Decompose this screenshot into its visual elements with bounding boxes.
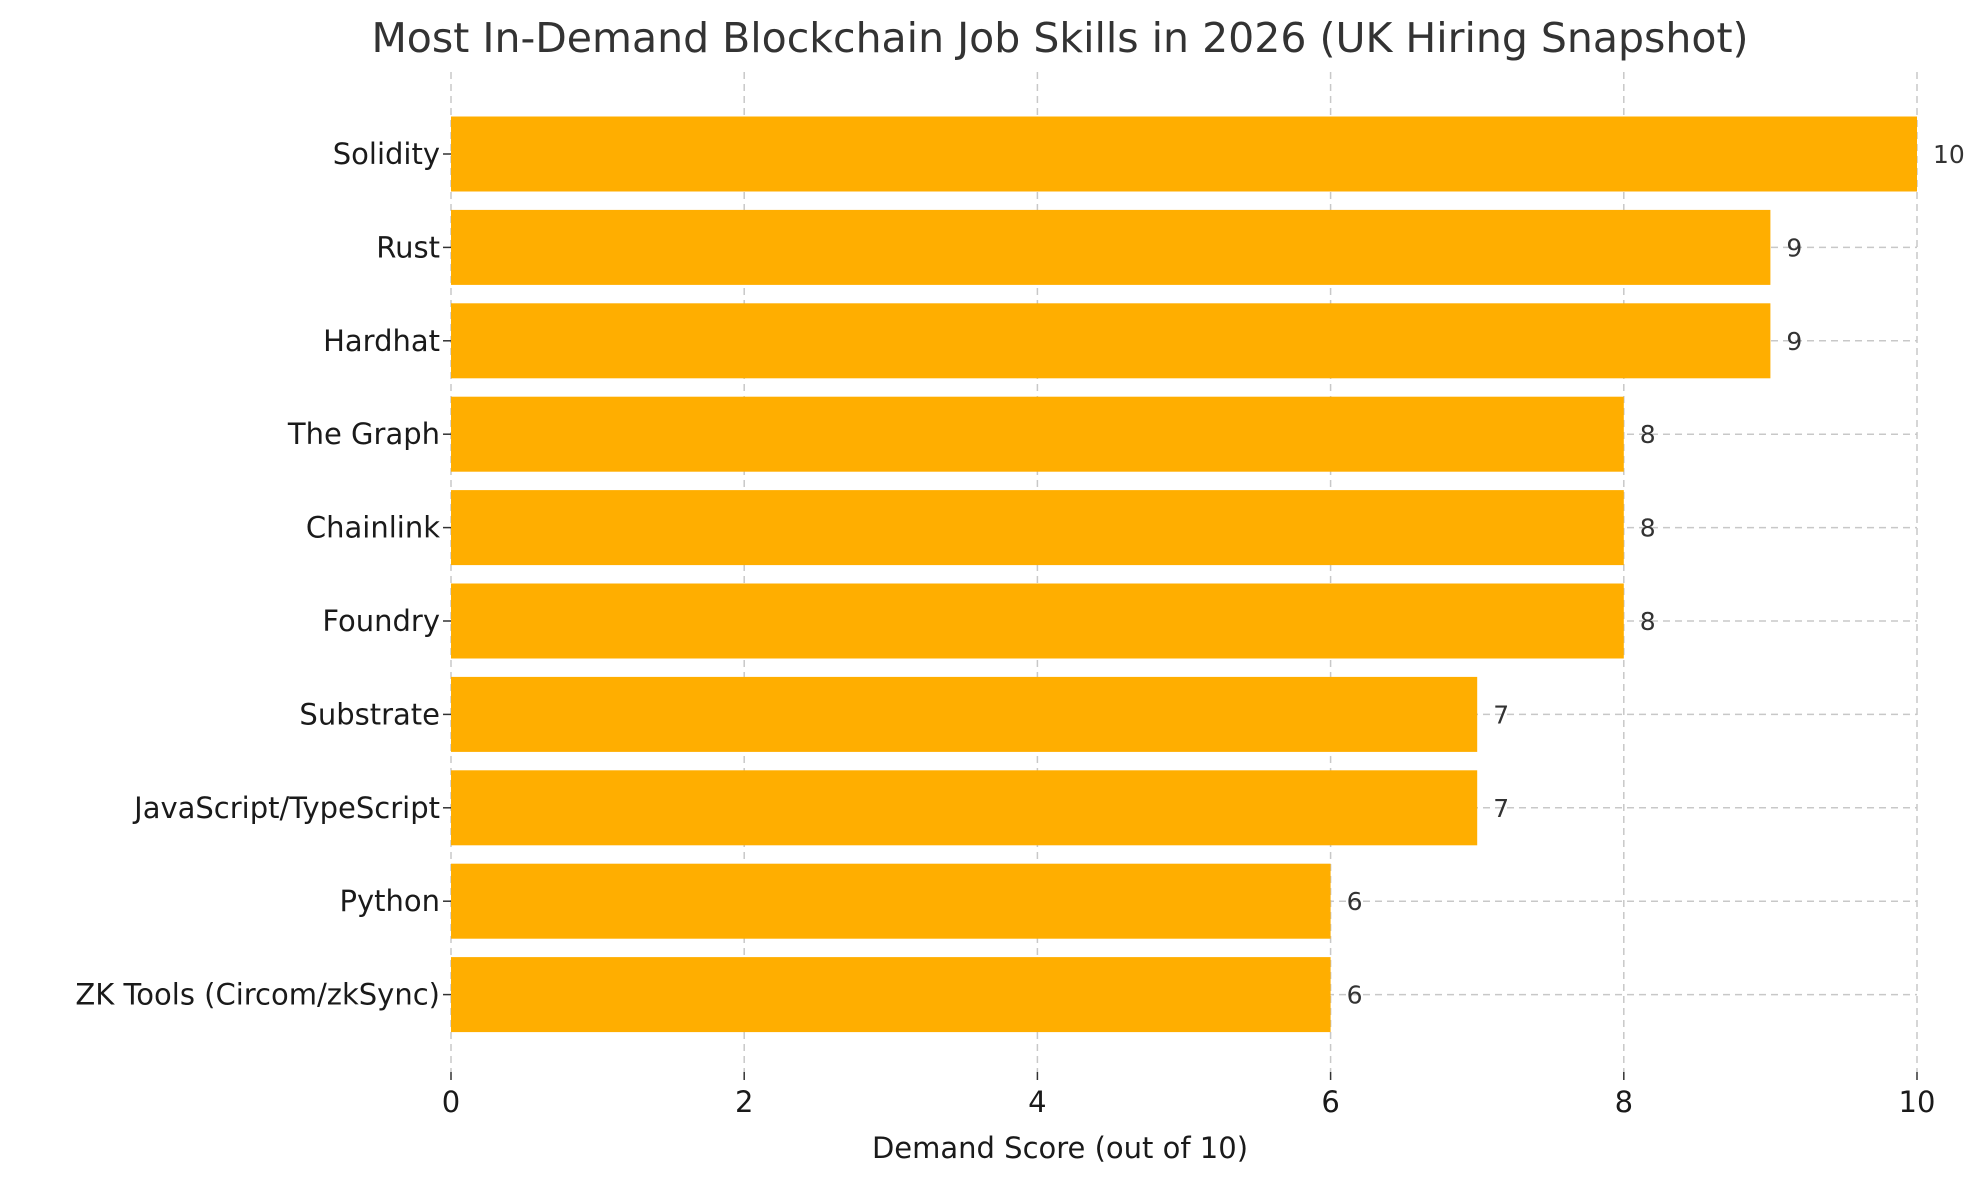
category-label: Foundry bbox=[322, 604, 440, 638]
bar bbox=[451, 676, 1478, 752]
data-label: 8 bbox=[1640, 607, 1656, 636]
x-tick-label: 6 bbox=[1321, 1085, 1339, 1119]
category-label: JavaScript/TypeScript bbox=[132, 791, 440, 825]
x-tick-label: 10 bbox=[1899, 1085, 1936, 1119]
data-label: 7 bbox=[1493, 700, 1509, 729]
category-label: Substrate bbox=[299, 697, 440, 731]
x-tick-label: 4 bbox=[1028, 1085, 1046, 1119]
data-label: 8 bbox=[1640, 514, 1656, 543]
data-label: 6 bbox=[1347, 981, 1363, 1010]
data-label: 7 bbox=[1493, 794, 1509, 823]
category-label: Python bbox=[339, 884, 440, 918]
x-axis-label: Demand Score (out of 10) bbox=[872, 1131, 1248, 1165]
x-axis: 0 2 4 6 8 10 bbox=[442, 1072, 1936, 1119]
bars bbox=[451, 116, 1917, 1033]
x-tick-label: 0 bbox=[442, 1085, 460, 1119]
bar bbox=[451, 116, 1917, 192]
data-label: 9 bbox=[1786, 233, 1802, 262]
category-label: Rust bbox=[376, 230, 440, 264]
data-label: 9 bbox=[1786, 327, 1802, 356]
category-label: The Graph bbox=[287, 417, 440, 451]
x-tick-label: 8 bbox=[1615, 1085, 1633, 1119]
category-label: ZK Tools (Circom/zkSync) bbox=[75, 978, 440, 1012]
x-tick-label: 2 bbox=[735, 1085, 753, 1119]
data-label: 8 bbox=[1640, 420, 1656, 449]
bar bbox=[451, 770, 1478, 846]
value-labels: 10 9 9 8 8 8 7 7 6 6 bbox=[1347, 140, 1965, 1010]
category-label: Solidity bbox=[333, 137, 440, 171]
category-label: Hardhat bbox=[323, 324, 440, 358]
chart-title: Most In-Demand Blockchain Job Skills in … bbox=[371, 14, 1748, 62]
bar bbox=[451, 303, 1771, 379]
data-label: 6 bbox=[1347, 887, 1363, 916]
bar bbox=[451, 209, 1771, 285]
bar bbox=[451, 583, 1624, 659]
category-labels: Solidity Rust Hardhat The Graph Chainlink Fou… bbox=[75, 137, 451, 1012]
data-label: 10 bbox=[1933, 140, 1965, 169]
category-label: Chainlink bbox=[306, 511, 440, 545]
bar bbox=[451, 396, 1624, 472]
bar bbox=[451, 957, 1331, 1033]
bar bbox=[451, 490, 1624, 566]
bar bbox=[451, 863, 1331, 939]
